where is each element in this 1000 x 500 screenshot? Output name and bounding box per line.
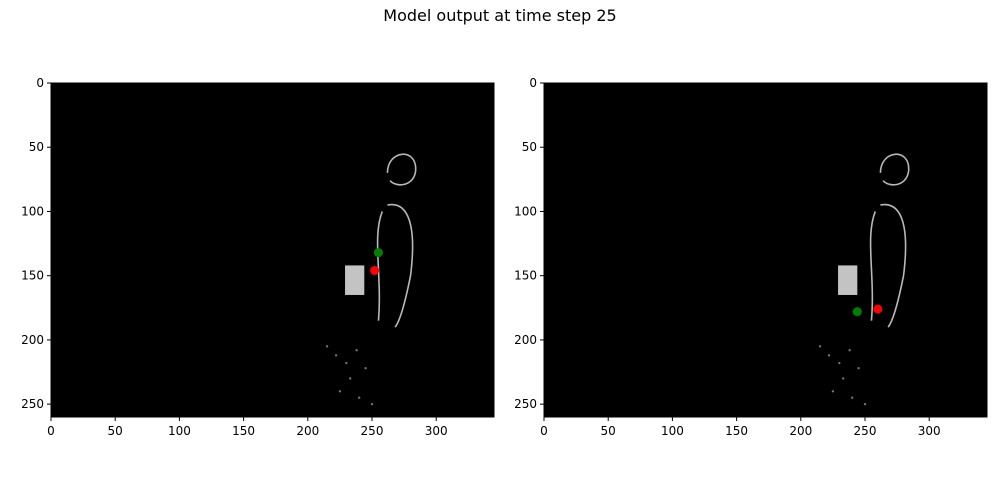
image-background (544, 83, 987, 417)
red-point (873, 304, 883, 314)
right-panel: 0 50 100 150 200 250 300 0 50 100 150 200 250 (514, 76, 988, 438)
green-point (852, 307, 862, 317)
x-tick-label: 200 (789, 424, 812, 438)
axes-frame (50, 82, 495, 418)
x-tick-label: 150 (725, 424, 748, 438)
y-tick-label: 250 (514, 397, 537, 411)
silhouette-image (325, 153, 417, 406)
x-tick-label: 150 (232, 424, 255, 438)
y-tick-label: 100 (21, 204, 44, 218)
x-tick-label: 0 (540, 424, 548, 438)
x-tick-label: 50 (601, 424, 616, 438)
y-tick-label: 150 (514, 269, 537, 283)
y-tick-label: 200 (514, 333, 537, 347)
image-background (51, 83, 494, 417)
y-tick-label: 250 (21, 397, 44, 411)
silhouette-image (818, 153, 910, 406)
x-tick-label: 100 (661, 424, 684, 438)
green-point (373, 248, 383, 258)
y-tick-label: 150 (21, 269, 44, 283)
x-tick-label: 300 (918, 424, 941, 438)
x-tick-label: 300 (425, 424, 448, 438)
x-tick-label: 250 (854, 424, 877, 438)
y-tick-label: 200 (21, 333, 44, 347)
y-tick-label: 0 (529, 76, 537, 90)
x-tick-label: 50 (108, 424, 123, 438)
x-tick-label: 200 (296, 424, 319, 438)
left-panel: 0 50 100 150 200 250 300 0 50 100 150 200 250 (21, 76, 495, 438)
red-point (370, 266, 380, 276)
x-tick-label: 250 (361, 424, 384, 438)
figure-title: Model output at time step 25 (383, 6, 617, 25)
axes-frame (543, 82, 988, 418)
x-tick-label: 0 (47, 424, 55, 438)
y-tick-label: 0 (36, 76, 44, 90)
y-tick-label: 50 (522, 140, 537, 154)
x-tick-label: 100 (168, 424, 191, 438)
y-tick-label: 100 (514, 204, 537, 218)
y-tick-label: 50 (29, 140, 44, 154)
